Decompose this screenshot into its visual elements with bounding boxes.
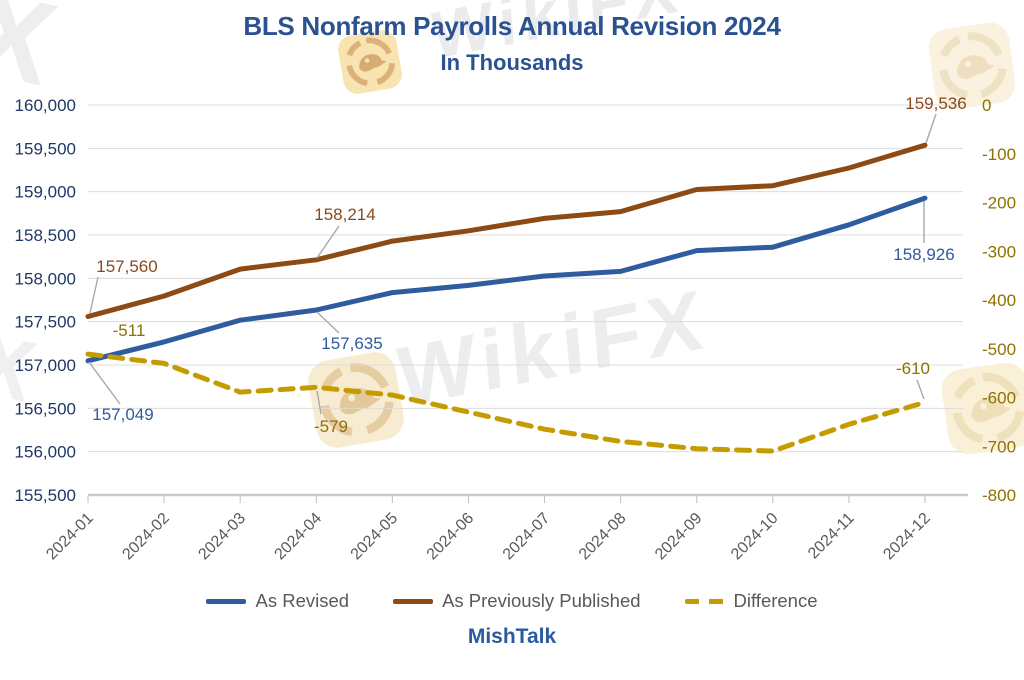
x-axis-tick-label: 2024-01 [43,510,97,564]
callout-leader [316,311,340,334]
legend-item-as-revised: As Revised [206,590,349,612]
x-axis-tick-label: 2024-11 [805,510,858,563]
right-axis-tick-label: -600 [982,389,1016,408]
series-line-as-revised [85,195,928,364]
x-axis-tick-label: 2024-05 [348,510,402,564]
callout-leader [316,390,322,415]
legend-swatch-previously-published [393,598,434,604]
left-axis-tick-label: 156,500 [15,399,76,418]
callout-leader [916,379,925,400]
data-label-157049: 157,049 [92,405,153,424]
x-axis-tick-label: 2024-07 [500,510,554,564]
left-axis-tick-label: 157,500 [15,313,76,332]
data-label--511: -511 [113,321,146,340]
legend: As Revised As Previously Published Diffe… [0,590,1024,612]
legend-label-previously-published: As Previously Published [442,590,641,611]
chart-subtitle: In Thousands [440,50,584,75]
left-axis-tick-label: 160,000 [15,96,76,115]
x-axis-tick-label: 2024-08 [576,510,630,564]
data-label-159536: 159,536 [905,94,966,113]
legend-item-difference: Difference [684,590,818,612]
callout-leader [89,276,99,314]
x-axis-tick-label: 2024-06 [424,510,478,564]
callout-leader [925,113,937,144]
x-axis-tick-label: 2024-10 [728,510,782,564]
right-axis-tick-label: -100 [982,145,1016,164]
series-line-difference [85,351,928,454]
left-axis-tick-label: 157,000 [15,356,76,375]
x-axis-tick-label: 2024-12 [880,510,934,564]
legend-item-previously-published: As Previously Published [393,590,641,612]
left-axis-tick-label: 159,000 [15,183,76,202]
x-axis-tick-label: 2024-04 [272,510,326,564]
x-axis-tick-label: 2024-03 [195,510,249,564]
right-axis-tick-label: -300 [982,242,1016,261]
left-axis-tick-label: 156,000 [15,443,76,462]
right-axis-tick-label: -400 [982,291,1016,310]
legend-swatch-as-revised [206,598,247,604]
source-credit: MishTalk [467,625,557,648]
legend-swatch-difference [684,598,725,604]
data-label-158926: 158,926 [893,245,954,264]
data-label-158214: 158,214 [314,205,375,224]
left-axis-tick-label: 158,500 [15,226,76,245]
callout-leader [316,225,340,259]
left-axis-tick-label: 155,500 [15,486,76,505]
right-axis-tick-label: -500 [982,340,1016,359]
series-line-as-previously-published [85,142,928,319]
x-axis-tick-label: 2024-09 [652,510,706,564]
data-label--579: -579 [314,417,348,436]
right-axis-tick-label: -200 [982,194,1016,213]
data-label--610: -610 [896,359,930,378]
data-label-157560: 157,560 [96,257,157,276]
left-axis-tick-label: 159,500 [15,139,76,158]
callout-leader [88,361,121,405]
right-axis-tick-label: 0 [982,96,991,115]
right-axis-tick-label: -700 [982,437,1016,456]
chart-title: BLS Nonfarm Payrolls Annual Revision 202… [243,11,781,41]
legend-label-as-revised: As Revised [255,590,350,611]
data-label-157635: 157,635 [321,334,382,353]
legend-label-difference: Difference [733,590,818,611]
left-axis-tick-label: 158,000 [15,269,76,288]
right-axis-tick-label: -800 [982,486,1016,505]
x-axis-tick-label: 2024-02 [119,510,173,564]
